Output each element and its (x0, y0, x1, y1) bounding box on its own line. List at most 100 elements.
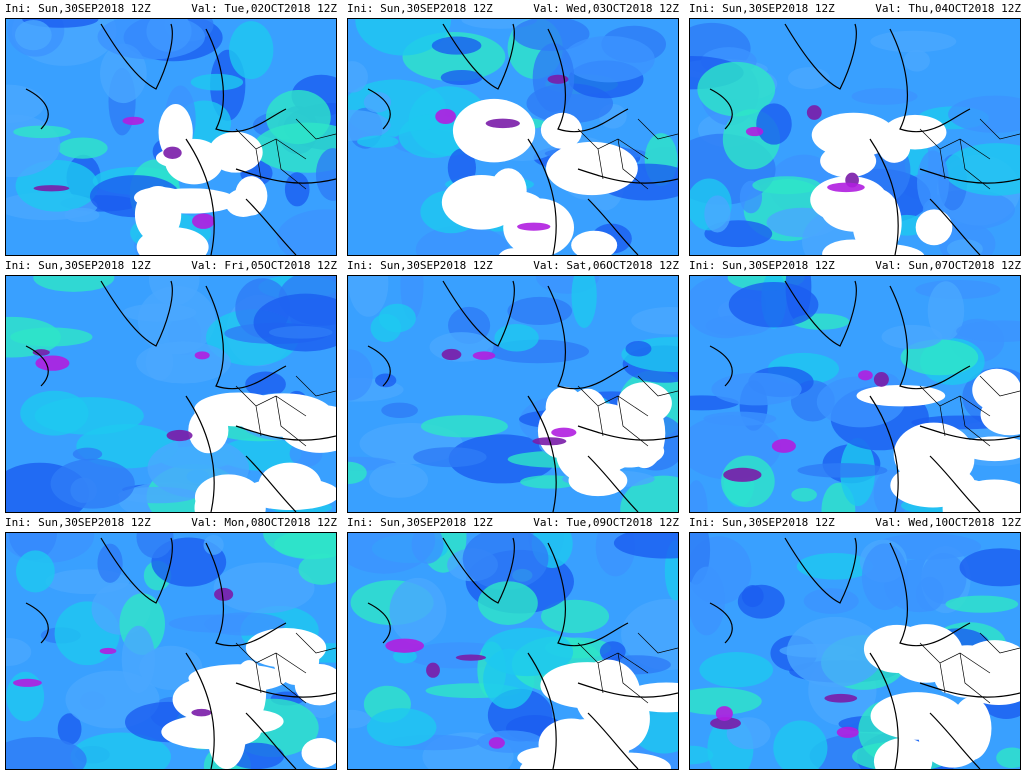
precip-blob (881, 324, 943, 350)
precip-blob (276, 209, 336, 255)
dry-area (863, 624, 931, 673)
precip-map (347, 275, 679, 513)
heavy-precip (827, 182, 865, 193)
precip-blob (253, 122, 336, 173)
precip-blob (599, 641, 626, 662)
init-time: Ini: Sun,30SEP2018 12Z (689, 516, 835, 529)
heavy-precip (836, 726, 859, 738)
precip-blob (797, 463, 888, 478)
panel-header: Ini: Sun,30SEP2018 12Z Val: Tue,02OCT2018… (5, 0, 337, 18)
heavy-precip (873, 372, 889, 387)
valid-time: Val: Tue,02OCT2018 12Z (191, 2, 337, 15)
heavy-precip (166, 429, 193, 442)
precip-blob (355, 19, 452, 56)
init-time: Ini: Sun,30SEP2018 12Z (5, 259, 151, 272)
precip-blob (440, 69, 483, 86)
heavy-precip (214, 587, 234, 601)
map-panel: Ini: Sun,30SEP2018 12Z Val: Thu,04OCT2018… (689, 0, 1021, 256)
borders (919, 632, 1020, 704)
precip-blob (348, 709, 371, 729)
init-time: Ini: Sun,30SEP2018 12Z (689, 2, 835, 15)
borders (235, 118, 336, 190)
heavy-precip (194, 351, 210, 360)
precip-blob (917, 150, 950, 214)
map-panel: Ini: Sun,30SEP2018 12Z Val: Wed,03OCT2018… (347, 0, 679, 256)
precip-blob (213, 562, 315, 614)
heavy-precip (32, 349, 50, 356)
coastline (25, 23, 336, 255)
precip-map (689, 18, 1021, 256)
dry-area (545, 386, 584, 428)
precip-blob (903, 49, 930, 72)
heavy-precip (745, 126, 764, 137)
precip-blob (621, 598, 678, 671)
precip-blob (803, 588, 859, 614)
dry-area (873, 737, 933, 769)
precip-blob (70, 732, 171, 769)
precip-blob (357, 135, 399, 148)
precip-map (5, 532, 337, 770)
heavy-precip (710, 717, 741, 730)
dry-area (144, 188, 238, 214)
heavy-precip (485, 118, 520, 129)
precip-blob (699, 652, 774, 688)
dry-area (158, 104, 193, 162)
precip-blob (704, 195, 731, 233)
panel-header: Ini: Sun,30SEP2018 12Z Val: Wed,03OCT2018… (347, 0, 679, 18)
init-time: Ini: Sun,30SEP2018 12Z (5, 2, 151, 15)
precip-blob (20, 390, 89, 436)
dry-area (301, 738, 336, 769)
coastline (709, 280, 1020, 512)
panel-header: Ini: Sun,30SEP2018 12Z Val: Mon,08OCT2018… (5, 514, 337, 532)
borders (577, 375, 678, 447)
precip-blob (363, 91, 392, 113)
precip-blob (33, 276, 115, 292)
dry-area (959, 436, 1020, 462)
precip-blob (773, 720, 828, 769)
coastline (709, 537, 1020, 769)
heavy-precip (723, 467, 762, 482)
precip-blob (791, 487, 817, 502)
precip-blob (690, 745, 714, 765)
precip-blob (148, 276, 200, 306)
precip-blob (996, 747, 1020, 769)
init-time: Ini: Sun,30SEP2018 12Z (689, 259, 835, 272)
precip-blob (393, 648, 417, 664)
precip-blob (204, 612, 286, 636)
dry-area (441, 174, 522, 230)
dry-area (856, 384, 946, 407)
dry-area (136, 227, 209, 255)
precip-blob (57, 713, 82, 745)
valid-time: Val: Wed,03OCT2018 12Z (533, 2, 679, 15)
dry-area (452, 98, 536, 163)
precip-blob (378, 303, 416, 333)
dry-area (593, 685, 650, 752)
precip-map (5, 18, 337, 256)
heavy-precip (488, 737, 505, 749)
dry-area (820, 144, 877, 178)
dry-area (539, 749, 622, 769)
heavy-precip (858, 370, 873, 381)
map-panel: Ini: Sun,30SEP2018 12Z Val: Sun,07OCT2018… (689, 257, 1021, 513)
precip-map (5, 275, 337, 513)
heavy-precip (455, 654, 486, 661)
precip-blob (413, 447, 487, 468)
precip-blob (274, 533, 336, 560)
valid-time: Val: Tue,09OCT2018 12Z (533, 516, 679, 529)
precip-blob (631, 306, 678, 335)
dry-area (225, 188, 262, 217)
dry-area (942, 439, 975, 480)
dry-area (830, 243, 925, 255)
valid-time: Val: Thu,04OCT2018 12Z (875, 2, 1021, 15)
precip-blob (6, 637, 32, 667)
panel-header: Ini: Sun,30SEP2018 12Z Val: Thu,04OCT2018… (689, 0, 1021, 18)
borders (577, 118, 678, 190)
precip-blob (121, 625, 156, 694)
init-time: Ini: Sun,30SEP2018 12Z (347, 259, 493, 272)
precip-blob (190, 73, 244, 91)
precip-blob (415, 225, 510, 255)
precip-blob (786, 616, 885, 688)
precip-blob (136, 341, 231, 384)
valid-time: Val: Sat,06OCT2018 12Z (533, 259, 679, 272)
